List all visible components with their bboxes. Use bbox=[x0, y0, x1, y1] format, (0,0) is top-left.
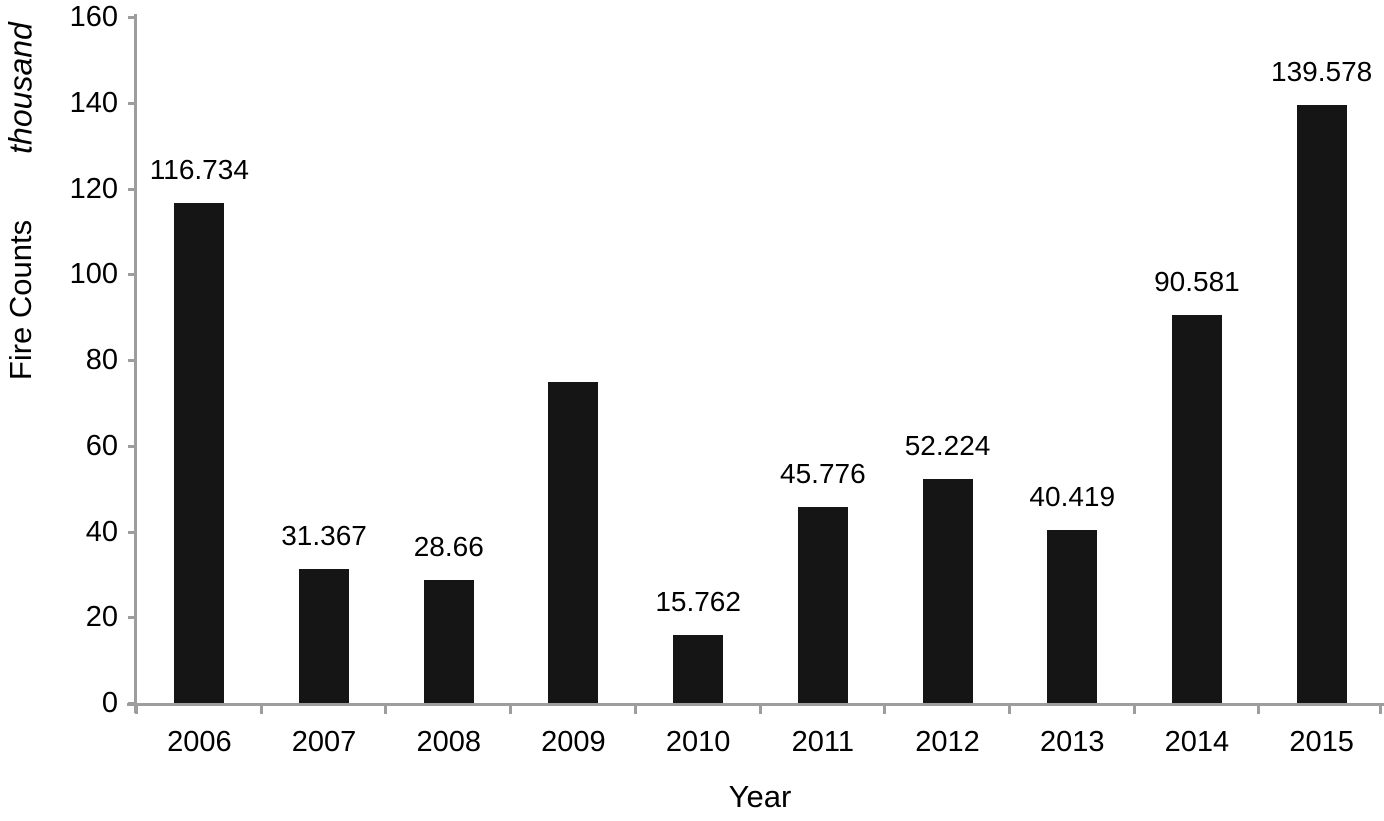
x-axis-title: Year bbox=[728, 779, 792, 814]
y-axis-unit-label: thousand bbox=[2, 22, 39, 154]
y-axis-title: Fire Counts bbox=[3, 219, 38, 381]
bar-value-label: 31.367 bbox=[281, 519, 367, 551]
y-tick-label: 160 bbox=[69, 1, 118, 33]
y-tick-label: 0 bbox=[101, 687, 118, 719]
x-tick-mark bbox=[1007, 703, 1011, 714]
y-tick-mark bbox=[128, 530, 137, 534]
x-tick-mark bbox=[883, 703, 887, 714]
x-tick-label: 2014 bbox=[1164, 726, 1230, 758]
x-tick-label: 2007 bbox=[291, 726, 357, 758]
bar-value-label: 116.734 bbox=[149, 153, 249, 185]
x-axis-line bbox=[127, 703, 1384, 706]
y-tick-mark bbox=[128, 702, 137, 705]
x-tick-mark bbox=[509, 703, 513, 714]
x-tick-label: 2015 bbox=[1289, 726, 1354, 758]
x-tick-mark bbox=[384, 703, 388, 714]
bar-2012 bbox=[922, 479, 973, 703]
bar-2013 bbox=[1047, 529, 1098, 703]
bar-2011 bbox=[797, 506, 848, 703]
x-tick-mark bbox=[135, 703, 138, 714]
x-tick-mark bbox=[633, 703, 637, 714]
y-tick-mark bbox=[128, 616, 137, 620]
x-tick-label: 2010 bbox=[665, 726, 731, 758]
bar-2007 bbox=[299, 568, 350, 703]
x-tick-mark bbox=[1379, 703, 1382, 714]
x-tick-mark bbox=[259, 703, 263, 714]
x-tick-label: 2011 bbox=[791, 726, 855, 758]
x-tick-label: 2013 bbox=[1039, 726, 1105, 758]
bar-2006 bbox=[174, 202, 225, 703]
bar-2010 bbox=[673, 635, 724, 703]
x-tick-label: 2006 bbox=[167, 726, 232, 758]
bar-value-label: 139.578 bbox=[1271, 55, 1373, 87]
x-tick-label: 2009 bbox=[541, 726, 606, 758]
y-tick-label: 40 bbox=[85, 515, 118, 548]
y-tick-label: 80 bbox=[85, 344, 118, 376]
y-tick-mark bbox=[128, 16, 137, 19]
y-tick-mark bbox=[128, 359, 137, 362]
y-tick-label: 100 bbox=[69, 258, 118, 291]
bar-value-label: 15.762 bbox=[655, 586, 741, 618]
bar-value-label: 52.224 bbox=[904, 430, 991, 462]
bar-2015 bbox=[1296, 104, 1347, 703]
y-tick-label: 140 bbox=[69, 86, 118, 119]
bar-value-label: 28.66 bbox=[413, 531, 484, 563]
bar-2008 bbox=[423, 580, 474, 703]
bar-value-label: 90.581 bbox=[1154, 265, 1240, 297]
x-tick-mark bbox=[1132, 703, 1136, 714]
y-tick-label: 20 bbox=[85, 601, 118, 634]
y-tick-mark bbox=[128, 101, 137, 105]
x-tick-mark bbox=[758, 703, 762, 714]
bar-2009 bbox=[548, 381, 599, 703]
y-tick-label: 120 bbox=[69, 172, 118, 205]
x-tick-mark bbox=[1257, 703, 1261, 714]
y-tick-mark bbox=[128, 187, 137, 191]
bar-value-label: 45.776 bbox=[780, 457, 866, 489]
bar-value-label: 40.419 bbox=[1029, 480, 1116, 512]
bar-2014 bbox=[1171, 314, 1222, 703]
y-axis-line bbox=[134, 14, 137, 713]
x-tick-label: 2008 bbox=[416, 726, 481, 758]
x-tick-label: 2012 bbox=[915, 726, 980, 758]
y-tick-mark bbox=[128, 273, 137, 277]
y-tick-label: 60 bbox=[85, 429, 118, 462]
y-tick-mark bbox=[128, 444, 137, 448]
